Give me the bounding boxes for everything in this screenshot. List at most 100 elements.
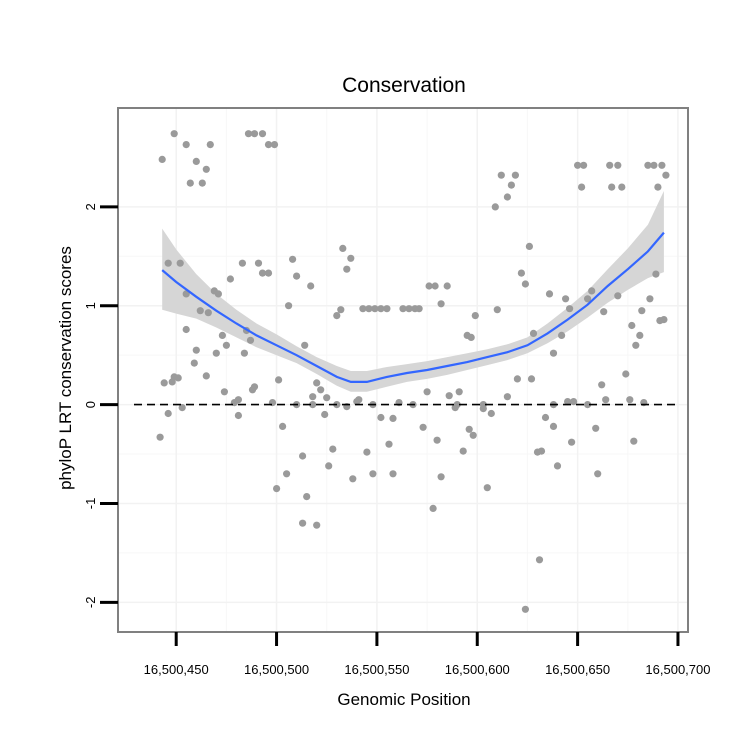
- data-point: [246, 336, 255, 344]
- x-tick-label: 16,500,450: [144, 662, 209, 677]
- data-point: [309, 401, 317, 409]
- data-point: [202, 372, 210, 380]
- data-point: [182, 141, 190, 149]
- data-point: [399, 305, 407, 313]
- data-point: [176, 259, 184, 267]
- data-point: [487, 409, 495, 418]
- data-point: [222, 341, 230, 349]
- data-point: [293, 272, 301, 280]
- data-point: [182, 325, 190, 334]
- data-point: [433, 436, 441, 444]
- data-point: [608, 183, 616, 191]
- data-point: [164, 259, 172, 267]
- data-point: [377, 413, 385, 422]
- data-point: [483, 484, 491, 492]
- data-point: [371, 305, 379, 313]
- data-point: [517, 269, 526, 277]
- data-point: [549, 422, 558, 430]
- data-point: [323, 394, 331, 402]
- data-point: [437, 300, 445, 308]
- data-point: [568, 438, 576, 446]
- data-point: [521, 280, 530, 288]
- data-point: [558, 331, 566, 339]
- data-point: [202, 165, 210, 173]
- data-point: [405, 305, 413, 313]
- data-point: [226, 275, 234, 283]
- data-point: [329, 445, 337, 453]
- y-tick-label: 0: [83, 401, 98, 408]
- data-point: [580, 161, 588, 169]
- data-point: [511, 171, 519, 179]
- data-point: [289, 255, 297, 263]
- data-point: [562, 295, 570, 303]
- data-point: [198, 179, 206, 187]
- data-point: [186, 179, 194, 187]
- data-point: [313, 521, 321, 529]
- data-point: [273, 485, 281, 493]
- data-point: [574, 161, 582, 169]
- data-point: [248, 386, 257, 394]
- smooth-fit-line: [161, 231, 665, 383]
- data-point: [196, 307, 204, 315]
- data-point: [513, 375, 522, 383]
- data-point: [592, 424, 600, 432]
- data-point: [317, 386, 325, 394]
- data-point: [419, 423, 427, 431]
- data-point: [353, 398, 361, 406]
- data-point: [313, 379, 321, 387]
- data-point: [662, 171, 670, 179]
- data-point: [244, 130, 253, 138]
- confidence-ribbon-layer: [162, 191, 664, 392]
- data-point: [429, 504, 437, 512]
- data-point: [529, 329, 538, 337]
- data-point: [212, 349, 220, 357]
- data-point: [527, 375, 536, 383]
- data-point: [606, 161, 614, 169]
- data-point: [578, 183, 586, 191]
- data-point: [220, 388, 228, 396]
- data-point: [160, 379, 168, 387]
- data-point: [618, 183, 626, 191]
- data-point: [453, 401, 461, 409]
- y-tick-label: -1: [83, 498, 98, 510]
- data-point: [275, 376, 283, 384]
- data-point: [584, 401, 592, 409]
- data-point: [507, 181, 515, 189]
- chart-title: Conservation: [342, 74, 466, 97]
- data-point: [339, 244, 347, 252]
- data-point: [584, 295, 592, 303]
- data-point: [192, 157, 200, 165]
- data-point: [383, 305, 391, 313]
- data-point: [503, 393, 511, 401]
- data-point: [337, 306, 345, 314]
- data-point: [600, 308, 608, 316]
- plot-panel-border: [117, 107, 689, 633]
- data-point: [658, 161, 666, 169]
- data-point: [178, 404, 186, 412]
- data-point: [445, 392, 453, 400]
- data-point: [299, 519, 307, 527]
- data-point: [285, 302, 293, 310]
- data-point: [471, 312, 479, 320]
- data-point: [636, 331, 644, 339]
- data-point: [654, 183, 662, 191]
- data-point: [537, 447, 546, 455]
- data-point: [467, 333, 475, 341]
- data-point: [479, 405, 487, 413]
- data-point: [415, 305, 423, 313]
- data-point: [258, 269, 267, 277]
- data-point: [553, 462, 562, 470]
- data-point: [443, 282, 451, 290]
- data-point: [299, 452, 307, 460]
- data-point: [465, 425, 473, 433]
- data-point: [570, 398, 578, 406]
- data-point: [630, 437, 638, 445]
- x-tick-label: 16,500,550: [344, 662, 409, 677]
- x-tick-label: 16,500,600: [445, 662, 510, 677]
- data-point: [359, 305, 367, 313]
- data-point: [182, 290, 190, 298]
- data-point: [170, 373, 178, 381]
- data-point: [238, 259, 246, 267]
- x-tick-label: 16,500,700: [645, 662, 710, 677]
- data-point: [652, 270, 660, 278]
